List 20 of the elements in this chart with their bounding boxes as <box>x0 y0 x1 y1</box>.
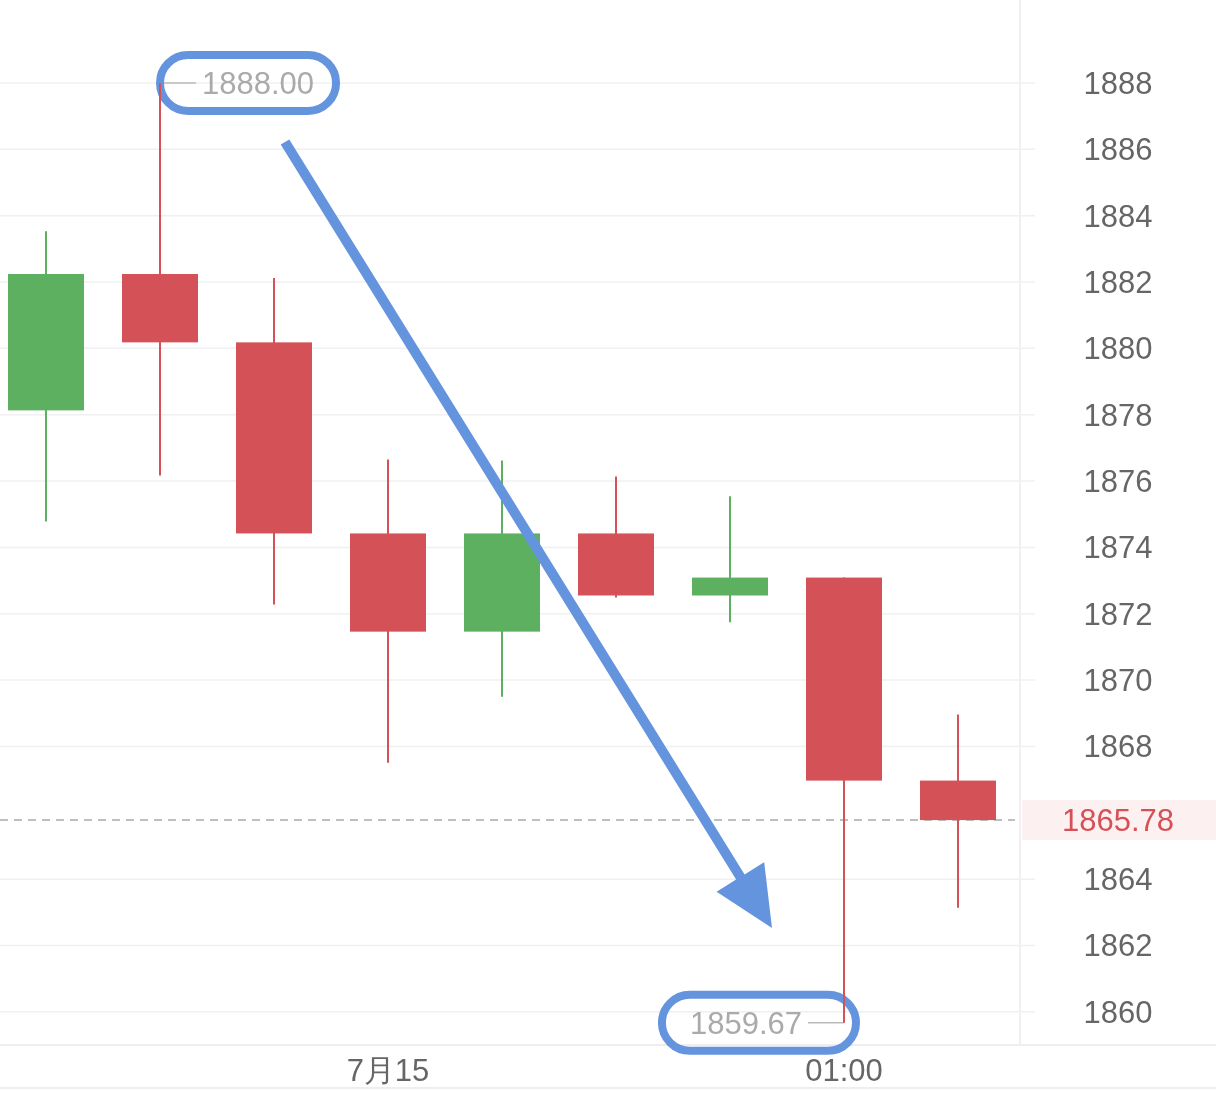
x-tick-label: 7月15 <box>346 1053 430 1088</box>
y-tick-label: 1878 <box>1083 397 1153 433</box>
ref-line-label: 1865.78 <box>1061 803 1175 839</box>
annotation: 1888.00 <box>202 65 315 101</box>
candlestick <box>692 495 768 624</box>
y-tick-label: 1884 <box>1083 198 1153 234</box>
y-tick-label: 1870 <box>1083 663 1153 699</box>
y-tick-label: 1888 <box>1083 65 1153 101</box>
y-tick-label: 1862 <box>1083 928 1153 964</box>
y-tick-label: 1880 <box>1083 331 1153 367</box>
annotation: 1859.67 <box>689 1005 802 1041</box>
y-tick-label: 1868 <box>1083 729 1153 765</box>
y-tick-label: 1882 <box>1083 264 1153 300</box>
y-tick-label: 1872 <box>1083 596 1153 632</box>
y-tick-label: 1860 <box>1083 994 1153 1030</box>
y-tick-label: 1874 <box>1083 530 1153 566</box>
y-tick-label: 1864 <box>1083 862 1153 898</box>
x-tick-label: 01:00 <box>805 1053 883 1088</box>
y-tick-label: 1876 <box>1083 464 1153 500</box>
y-tick-label: 1886 <box>1083 132 1153 168</box>
